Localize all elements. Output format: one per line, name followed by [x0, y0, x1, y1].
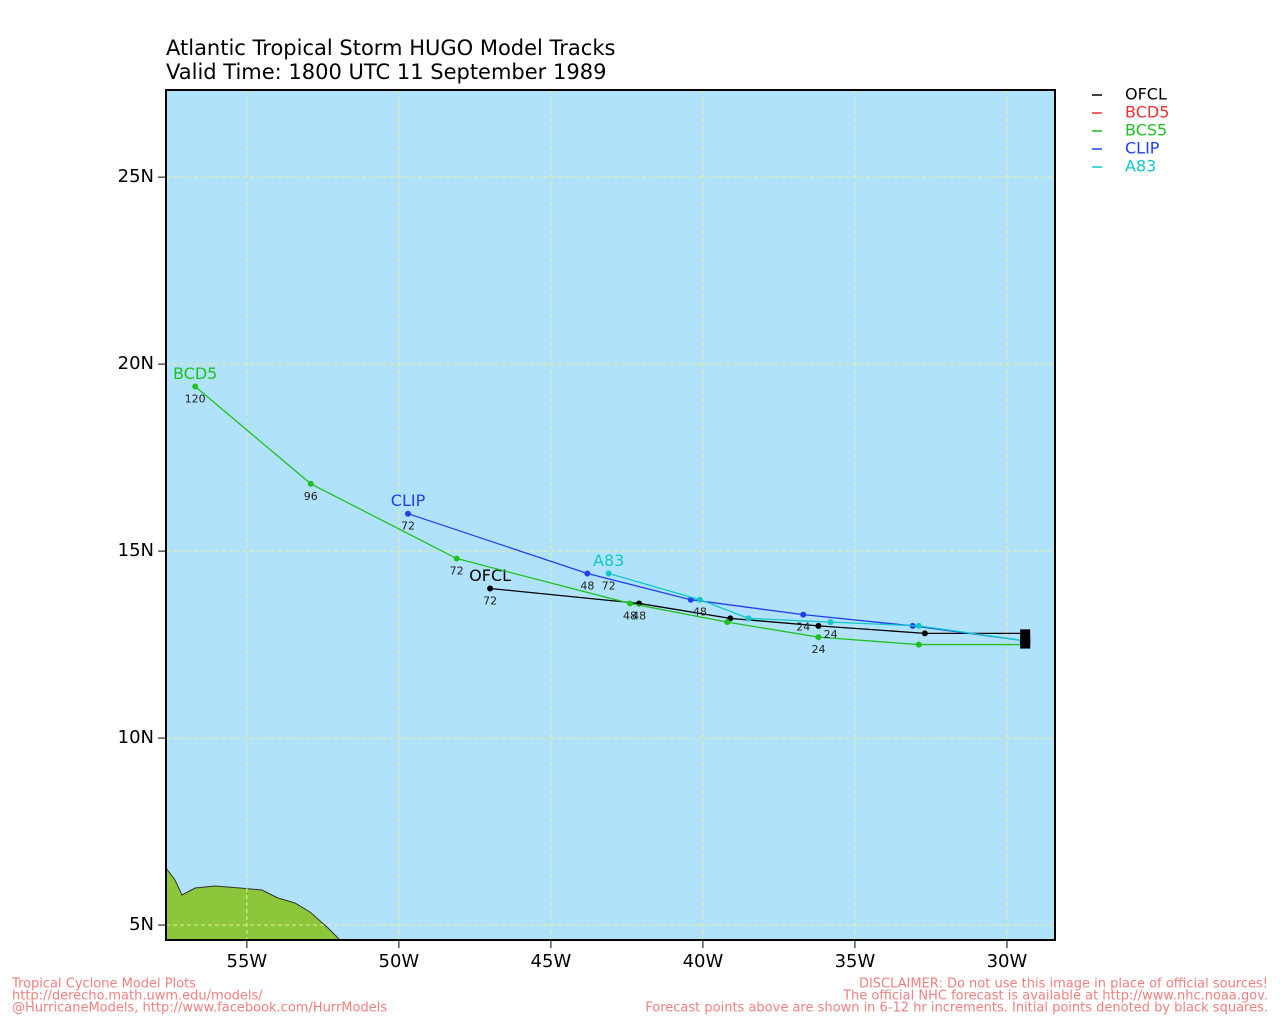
forecast-point	[727, 615, 734, 622]
hour-label: 72	[450, 565, 464, 578]
track-end-label: A83	[593, 551, 624, 570]
land	[166, 867, 341, 940]
track	[407, 513, 1026, 642]
track-end-label: BCD5	[173, 364, 217, 383]
forecast-point	[827, 619, 834, 626]
forecast-point	[800, 611, 807, 618]
y-tick-label: 5N	[129, 914, 154, 935]
plot-frame	[165, 89, 1056, 941]
legend-label: BCD5	[1125, 103, 1169, 122]
hour-label: 24	[796, 621, 810, 634]
hour-label: 72	[483, 594, 497, 607]
track-end-label: OFCL	[469, 566, 511, 585]
footer-right: DISCLAIMER: Do not use this image in pla…	[859, 977, 1268, 992]
footer-left: Tropical Cyclone Model Plots	[11, 977, 196, 992]
forecast-point	[815, 622, 822, 629]
forecast-point	[626, 600, 633, 607]
forecast-point	[453, 555, 460, 562]
hour-label: 96	[304, 490, 318, 503]
legend-label: CLIP	[1125, 139, 1160, 158]
forecast-point	[696, 596, 703, 603]
y-tick-label: 10N	[118, 727, 154, 748]
x-tick-label: 35W	[835, 951, 876, 972]
forecast-point	[915, 641, 922, 648]
forecast-point	[815, 634, 822, 641]
ocean	[166, 90, 1055, 940]
legend-label: OFCL	[1125, 85, 1167, 104]
hour-label: 48	[580, 580, 594, 593]
forecast-point	[915, 622, 922, 629]
forecast-point	[921, 630, 928, 637]
track	[608, 572, 1026, 642]
forecast-point	[605, 570, 612, 577]
x-tick-label: 55W	[227, 951, 268, 972]
x-tick-label: 40W	[683, 951, 724, 972]
footer-right: The official NHC forecast is available a…	[842, 989, 1268, 1004]
hour-label: 48	[623, 609, 637, 622]
forecast-point	[584, 570, 591, 577]
forecast-point	[192, 383, 199, 390]
x-tick-label: 50W	[379, 951, 420, 972]
legend-label: A83	[1125, 157, 1156, 176]
footer-left: http://derecho.math.uwm.edu/models/	[12, 989, 263, 1004]
y-tick-label: 25N	[118, 166, 154, 187]
y-tick-label: 15N	[118, 540, 154, 561]
forecast-point	[405, 510, 412, 517]
legend-label: BCS5	[1125, 121, 1167, 140]
hour-label: 24	[824, 628, 838, 641]
y-tick-label: 20N	[118, 353, 154, 374]
chart-subtitle: Valid Time: 1800 UTC 11 September 1989	[166, 60, 606, 84]
forecast-point	[745, 615, 752, 622]
hour-label: 120	[185, 393, 206, 406]
chart-title: Atlantic Tropical Storm HUGO Model Track…	[166, 36, 615, 60]
track-end-label: CLIP	[391, 491, 426, 510]
hour-label: 48	[632, 609, 646, 622]
hour-label: 72	[602, 580, 616, 593]
forecast-point	[307, 480, 314, 487]
footer-left: @HurricaneModels, http://www.facebook.co…	[12, 1001, 387, 1016]
initial-point	[1020, 629, 1031, 638]
forecast-point	[724, 619, 731, 626]
footer-right: Forecast points above are shown in 6-12 …	[645, 1001, 1268, 1016]
x-tick-label: 30W	[987, 951, 1028, 972]
track	[194, 386, 1026, 646]
initial-point	[1020, 636, 1031, 645]
x-tick-label: 45W	[531, 951, 572, 972]
hour-label: 72	[401, 520, 415, 533]
forecast-point	[487, 585, 494, 592]
hour-label: 24	[811, 643, 825, 656]
hour-label: 48	[693, 606, 707, 619]
track	[490, 587, 1026, 635]
